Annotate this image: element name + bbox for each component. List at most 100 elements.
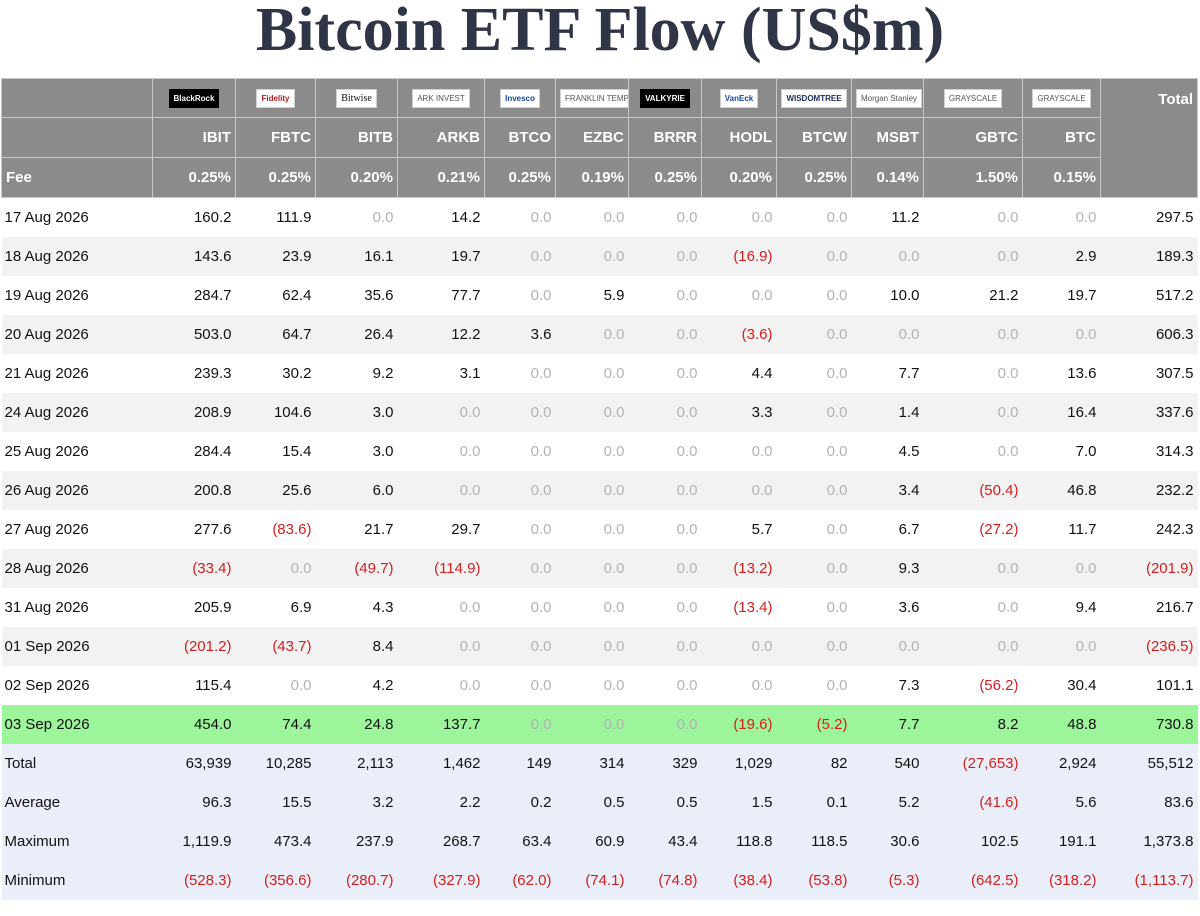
grayscale-logo: GRAYSCALE — [1032, 88, 1091, 108]
row-date: 26 Aug 2026 — [1, 471, 153, 510]
issuer-logo-cell: GRAYSCALE — [1022, 78, 1101, 118]
ticker-btc: BTC — [1022, 117, 1101, 158]
flow-value: 0.0 — [397, 393, 485, 432]
flow-value: 0.0 — [397, 471, 485, 510]
ticker-ibit: IBIT — [152, 117, 236, 158]
flow-value: (16.9) — [701, 237, 777, 276]
row-date: 21 Aug 2026 — [1, 354, 153, 393]
flow-value: 26.4 — [315, 315, 398, 354]
flow-value: 0.0 — [923, 627, 1023, 666]
wisdomtree-logo: WISDOMTREE — [781, 88, 847, 108]
flow-value: 0.0 — [484, 393, 556, 432]
summary-total: (1,113.7) — [1100, 861, 1198, 900]
row-total: 337.6 — [1100, 393, 1198, 432]
flow-value: 0.0 — [923, 549, 1023, 588]
summary-value: 1,119.9 — [152, 822, 236, 861]
flow-value: 0.0 — [628, 510, 702, 549]
flow-value: 77.7 — [397, 276, 485, 315]
summary-value: 1,462 — [397, 744, 485, 783]
summary-label: Total — [1, 744, 153, 783]
flow-value: 104.6 — [235, 393, 316, 432]
flow-value: 8.4 — [315, 627, 398, 666]
flow-value: 0.0 — [397, 588, 485, 627]
summary-label: Minimum — [1, 861, 153, 900]
flow-value: 0.0 — [628, 393, 702, 432]
flow-value: (13.4) — [701, 588, 777, 627]
flow-value: 0.0 — [555, 627, 629, 666]
flow-value: 208.9 — [152, 393, 236, 432]
flow-value: (50.4) — [923, 471, 1023, 510]
flow-value: 74.4 — [235, 705, 316, 744]
flow-value: (201.2) — [152, 627, 236, 666]
flow-value: 4.2 — [315, 666, 398, 705]
table-row: 17 Aug 2026 160.2 111.9 0.0 14.2 0.0 0.0 0.0 0.0… — [1, 197, 1198, 237]
summary-value: 237.9 — [315, 822, 398, 861]
flow-value: 3.6 — [851, 588, 924, 627]
flow-value: 0.0 — [555, 197, 629, 237]
flow-value: 0.0 — [923, 237, 1023, 276]
ticker-bitb: BITB — [315, 117, 398, 158]
invesco-logo: Invesco — [500, 88, 540, 108]
summary-value: 60.9 — [555, 822, 629, 861]
summary-value: 0.2 — [484, 783, 556, 822]
flow-value: 29.7 — [397, 510, 485, 549]
flow-value: 3.3 — [701, 393, 777, 432]
fee-label: Fee — [1, 157, 153, 198]
summary-value: 63.4 — [484, 822, 556, 861]
page-title: Bitcoin ETF Flow (US$m) — [255, 0, 945, 64]
header-corner — [1, 117, 153, 158]
flow-value: 2.9 — [1022, 237, 1101, 276]
ticker-brrr: BRRR — [628, 117, 702, 158]
flow-value: 503.0 — [152, 315, 236, 354]
flow-value: 7.0 — [1022, 432, 1101, 471]
flow-value: 12.2 — [397, 315, 485, 354]
flow-value: 25.6 — [235, 471, 316, 510]
ticker-btcw: BTCW — [776, 117, 852, 158]
flow-value: (19.6) — [701, 705, 777, 744]
flow-value: 0.0 — [628, 354, 702, 393]
vaneck-logo: VanEck — [719, 88, 759, 108]
summary-value: 0.5 — [628, 783, 702, 822]
flow-value: 0.0 — [776, 393, 852, 432]
ticker-msbt: MSBT — [851, 117, 924, 158]
fee-value: 1.50% — [923, 157, 1023, 198]
summary-value: 63,939 — [152, 744, 236, 783]
issuer-logo-cell: Bitwise — [315, 78, 398, 118]
row-date: 18 Aug 2026 — [1, 237, 153, 276]
row-total: 307.5 — [1100, 354, 1198, 393]
flow-value: 200.8 — [152, 471, 236, 510]
table-row: 01 Sep 2026 (201.2) (43.7) 8.4 0.0 0.0 0.0 0.0 0… — [1, 627, 1198, 666]
row-total: 216.7 — [1100, 588, 1198, 627]
flow-value: 0.0 — [701, 627, 777, 666]
flow-value: 7.3 — [851, 666, 924, 705]
blackrock-logo: BlackRock — [168, 88, 220, 108]
summary-total: 55,512 — [1100, 744, 1198, 783]
summary-value: 1.5 — [701, 783, 777, 822]
issuer-logo-cell: GRAYSCALE — [923, 78, 1023, 118]
flow-value: 0.0 — [555, 705, 629, 744]
flow-value: 7.7 — [851, 705, 924, 744]
summary-value: 96.3 — [152, 783, 236, 822]
flow-value: 30.4 — [1022, 666, 1101, 705]
flow-value: 0.0 — [555, 471, 629, 510]
flow-value: 0.0 — [484, 432, 556, 471]
flow-value: 64.7 — [235, 315, 316, 354]
summary-label: Maximum — [1, 822, 153, 861]
ticker-header-row: IBIT FBTC BITB ARKB BTCO EZBC BRRR HODL BTCW MSBT… — [1, 117, 1198, 158]
flow-value: 0.0 — [851, 627, 924, 666]
flow-value: 9.3 — [851, 549, 924, 588]
flow-value: (3.6) — [701, 315, 777, 354]
summary-value: 2.2 — [397, 783, 485, 822]
flow-value: 13.6 — [1022, 354, 1101, 393]
flow-value: 21.2 — [923, 276, 1023, 315]
summary-value: 1,029 — [701, 744, 777, 783]
header-corner — [1, 78, 153, 118]
logo-header-row: BlackRock Fidelity Bitwise ARK INVEST Invesc… — [1, 78, 1198, 198]
flow-value: 0.0 — [484, 197, 556, 237]
flow-value: 0.0 — [776, 237, 852, 276]
flow-value: 0.0 — [484, 510, 556, 549]
flow-value: 0.0 — [484, 588, 556, 627]
flow-value: 5.7 — [701, 510, 777, 549]
flow-value: 3.1 — [397, 354, 485, 393]
summary-value: 540 — [851, 744, 924, 783]
